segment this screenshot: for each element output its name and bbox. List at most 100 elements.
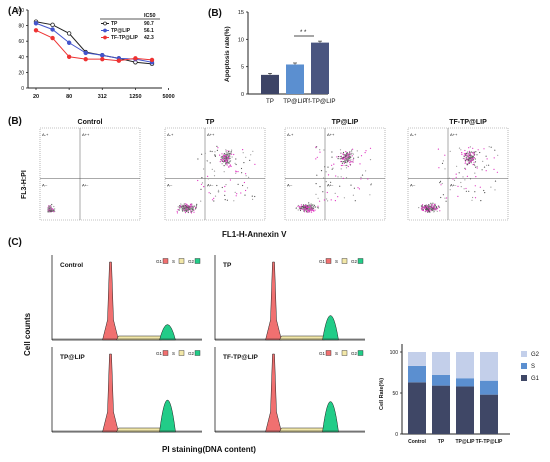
flow-dot [326,191,328,194]
chart-a-legend-marker [103,21,107,26]
flow-dot [209,162,211,164]
flow-dot [437,205,439,207]
flow-dot [351,149,353,151]
flow-dot [229,179,231,181]
flow-dot [179,208,181,210]
flow-dot [352,153,354,155]
flow-dot [49,206,51,208]
flow-dot [228,157,230,159]
flow-dot [184,212,187,214]
flow-dot [182,208,184,210]
flow-dot [229,160,231,162]
flow-dot [192,208,195,210]
flow-dot [433,206,435,208]
flow-dot [213,197,215,199]
flow-plot-title: TP@LIP [332,119,359,126]
flow-dot [486,164,488,166]
flow-dot [456,165,458,167]
flow-dot [229,165,231,167]
flow-dot [474,161,477,163]
flow-dot [337,196,339,198]
flow-dot [494,189,496,191]
hist-legend-label: G2 [351,259,358,264]
hist-xlabel: PI staining(DNA content) [162,445,256,454]
flow-dot [472,159,474,161]
flow-dot [434,206,436,208]
flow-dot [472,164,474,166]
flow-dot [188,205,190,207]
flow-dot [189,205,191,207]
flow-dot [449,150,451,152]
flow-dot [460,181,462,184]
flow-dot [476,165,478,168]
chart-a-point [33,21,39,26]
flow-dot [231,153,233,155]
flow-dot [315,183,317,185]
flow-dot [493,168,495,170]
flow-dot [345,167,348,169]
flow-dot [224,199,226,201]
chart-b-ytick-label: 0 [241,92,244,98]
flow-dot [228,154,230,156]
flow-dot [462,176,464,178]
stack-category-label: TP [438,439,445,445]
stack-segment-g1 [408,382,426,434]
flow-dot [191,210,193,212]
flow-dot [350,155,352,157]
flow-dot [221,159,223,161]
chart-a-xtick-label: 20 [33,94,39,100]
hist-s-phase [116,427,162,433]
flow-dot [444,154,446,156]
flow-dot [464,167,466,169]
hist-s-phase [116,335,162,341]
flow-dot [319,149,321,151]
flow-dot [345,160,347,162]
flow-dot [461,152,463,154]
flow-dot [327,200,329,202]
flow-dot [350,184,352,186]
flow-dot [441,182,443,185]
flow-dot [427,209,429,211]
flow-dot [473,152,475,154]
flow-dot [178,209,180,211]
flow-dot [331,151,333,153]
flow-dot [346,158,348,160]
flow-dot [346,164,348,166]
flow-dot [182,205,184,207]
stack-segment-g2 [408,352,426,366]
hist-legend-swatch [162,258,169,264]
flow-dot [179,205,182,207]
chart-a-ytick-label: 20 [18,70,24,76]
flow-dot [50,210,52,212]
flow-dot [230,151,232,153]
flow-dot [54,210,56,213]
hist-s-phase [279,427,325,433]
chart-a-legend-ic50: 56.1 [144,28,154,34]
hist-legend-label: S [172,351,175,356]
flow-dot [208,192,210,194]
flow-dot [455,176,457,178]
chart-b-ylabel: Apoptosis rate(%) [224,26,231,82]
flow-dot [252,150,254,152]
stack-legend-swatch [521,363,527,369]
flow-dot [360,176,362,178]
flow-dot [51,203,53,206]
flow-dot [330,199,332,201]
flow-dot [221,160,223,162]
flow-dot [474,185,476,187]
hist-legend-label: S [335,351,338,356]
flow-dot [211,168,213,170]
flow-dot [304,211,306,213]
flow-dot [336,156,338,158]
flow-plot-frame [407,127,509,221]
flow-dot [476,154,478,156]
flow-dot [310,211,313,213]
flow-dot [223,155,225,157]
stack-segment-g1 [456,386,474,434]
flow-dot [235,195,237,197]
flow-dot [449,189,451,191]
flow-dot [187,206,189,208]
flow-dot [457,195,459,197]
flow-dot [342,158,344,160]
flow-dot [354,200,356,202]
